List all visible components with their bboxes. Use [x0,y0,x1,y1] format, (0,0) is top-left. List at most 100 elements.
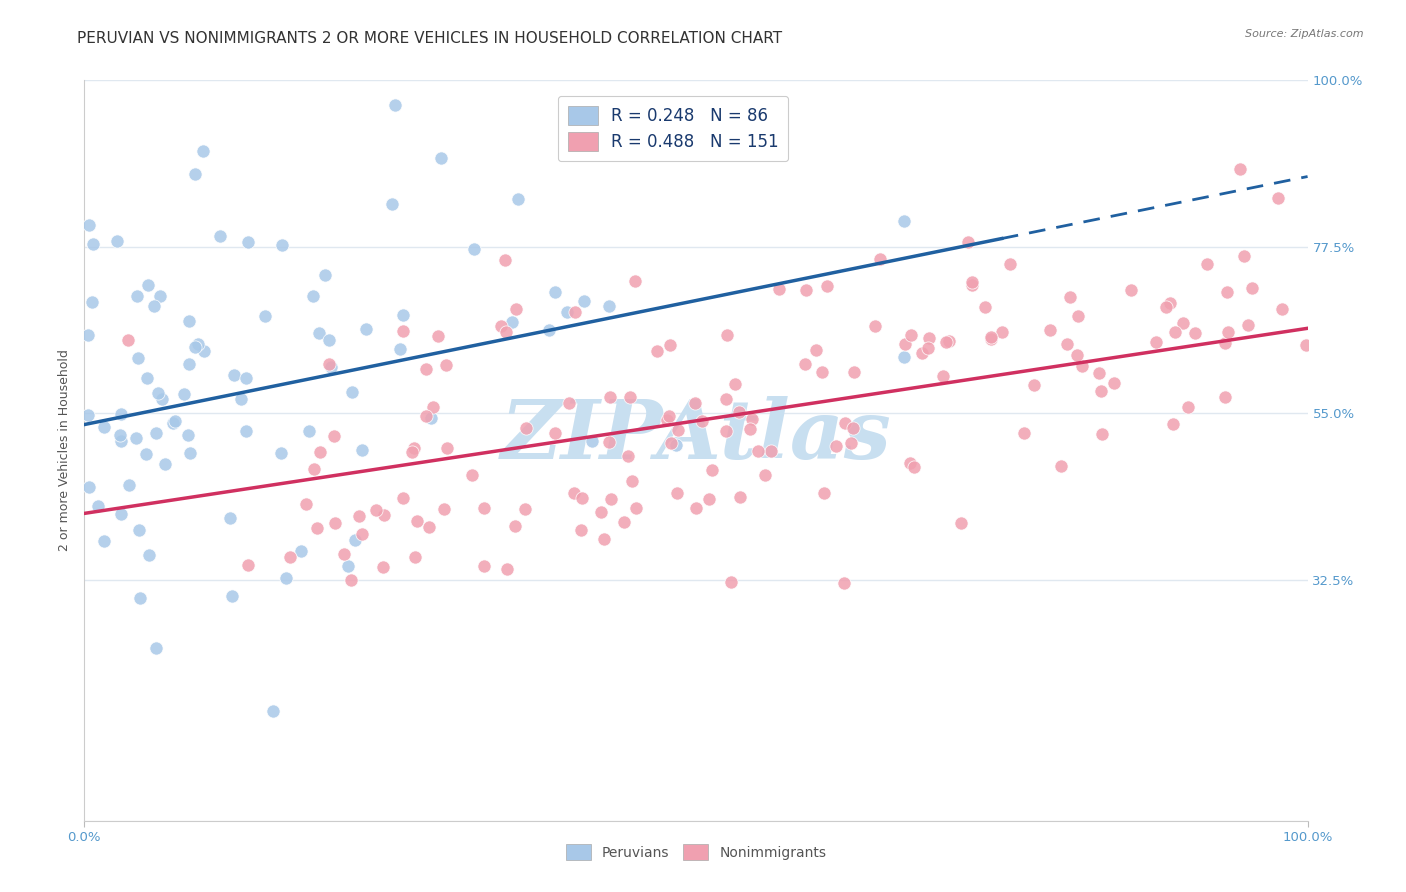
Point [150,392,173,407]
Point [956,235,979,249]
Point [1067,309,1090,323]
Point [1184,326,1206,340]
Point [274,570,297,584]
Point [110,507,132,521]
Point [839,436,862,450]
Point [434,359,457,373]
Point [401,444,423,458]
Point [322,429,344,443]
Point [558,396,581,410]
Point [515,421,537,435]
Point [191,144,214,158]
Point [657,413,679,427]
Point [658,409,681,423]
Point [825,439,848,453]
Point [235,424,257,438]
Point [354,321,377,335]
Point [600,492,623,507]
Point [832,575,855,590]
Point [659,435,682,450]
Point [619,390,641,404]
Point [350,526,373,541]
Point [224,368,246,383]
Point [436,441,458,455]
Point [108,428,131,442]
Point [1233,249,1256,263]
Point [665,437,688,451]
Point [502,315,524,329]
Point [1161,417,1184,431]
Point [145,640,167,655]
Point [728,405,751,419]
Point [1295,338,1317,352]
Point [747,444,769,458]
Point [738,422,761,436]
Point [572,293,595,308]
Point [728,491,751,505]
Point [415,409,437,423]
Point [179,446,201,460]
Point [841,421,863,435]
Point [1177,401,1199,415]
Point [461,467,484,482]
Point [544,285,567,299]
Point [645,343,668,358]
Point [177,357,200,371]
Point [834,417,856,431]
Point [1216,285,1239,300]
Point [950,516,973,531]
Point [754,467,776,482]
Point [472,559,495,574]
Point [392,324,415,338]
Point [620,474,643,488]
Point [1267,191,1289,205]
Point [340,574,363,588]
Point [433,501,456,516]
Point [810,365,832,379]
Point [813,486,835,500]
Point [153,458,176,472]
Point [1213,336,1236,351]
Point [238,235,260,249]
Point [347,508,370,523]
Point [177,428,200,442]
Point [415,362,437,376]
Point [405,514,427,528]
Point [392,309,415,323]
Point [110,407,132,421]
Point [145,426,167,441]
Point [1271,302,1294,317]
Point [1119,284,1142,298]
Point [422,401,444,415]
Point [935,335,957,350]
Point [221,590,243,604]
Point [1216,326,1239,340]
Point [208,229,231,244]
Point [146,386,169,401]
Point [1102,376,1125,390]
Point [494,252,516,267]
Point [1229,162,1251,177]
Point [598,434,620,449]
Point [295,497,318,511]
Point [135,447,157,461]
Point [505,301,527,316]
Point [697,491,720,506]
Point [716,425,738,439]
Point [720,575,742,590]
Point [77,218,100,232]
Point [1195,257,1218,271]
Point [1171,316,1194,330]
Point [893,350,915,364]
Point [659,338,682,352]
Point [624,500,647,515]
Point [110,434,132,448]
Point [404,550,426,565]
Point [342,384,364,399]
Point [918,330,941,344]
Point [911,345,934,359]
Point [125,431,148,445]
Point [571,491,593,505]
Point [77,479,100,493]
Point [932,368,955,383]
